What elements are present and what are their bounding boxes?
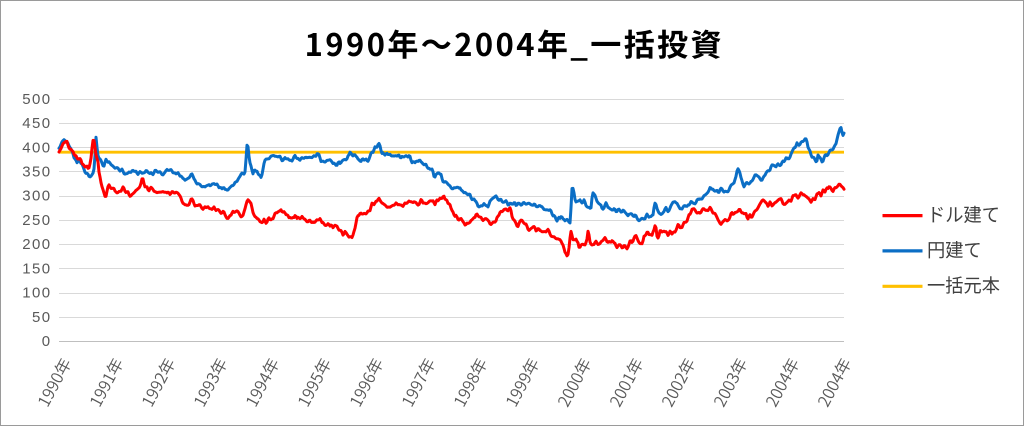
svg-text:0: 0: [42, 333, 52, 350]
svg-text:450: 450: [22, 115, 51, 132]
svg-text:150: 150: [22, 260, 51, 277]
svg-text:50: 50: [32, 309, 52, 326]
svg-text:500: 500: [22, 91, 51, 108]
svg-text:350: 350: [22, 164, 51, 181]
svg-text:200: 200: [22, 236, 51, 253]
svg-text:400: 400: [22, 139, 51, 156]
svg-text:250: 250: [22, 212, 51, 229]
svg-text:300: 300: [22, 188, 51, 205]
svg-text:100: 100: [22, 285, 51, 302]
